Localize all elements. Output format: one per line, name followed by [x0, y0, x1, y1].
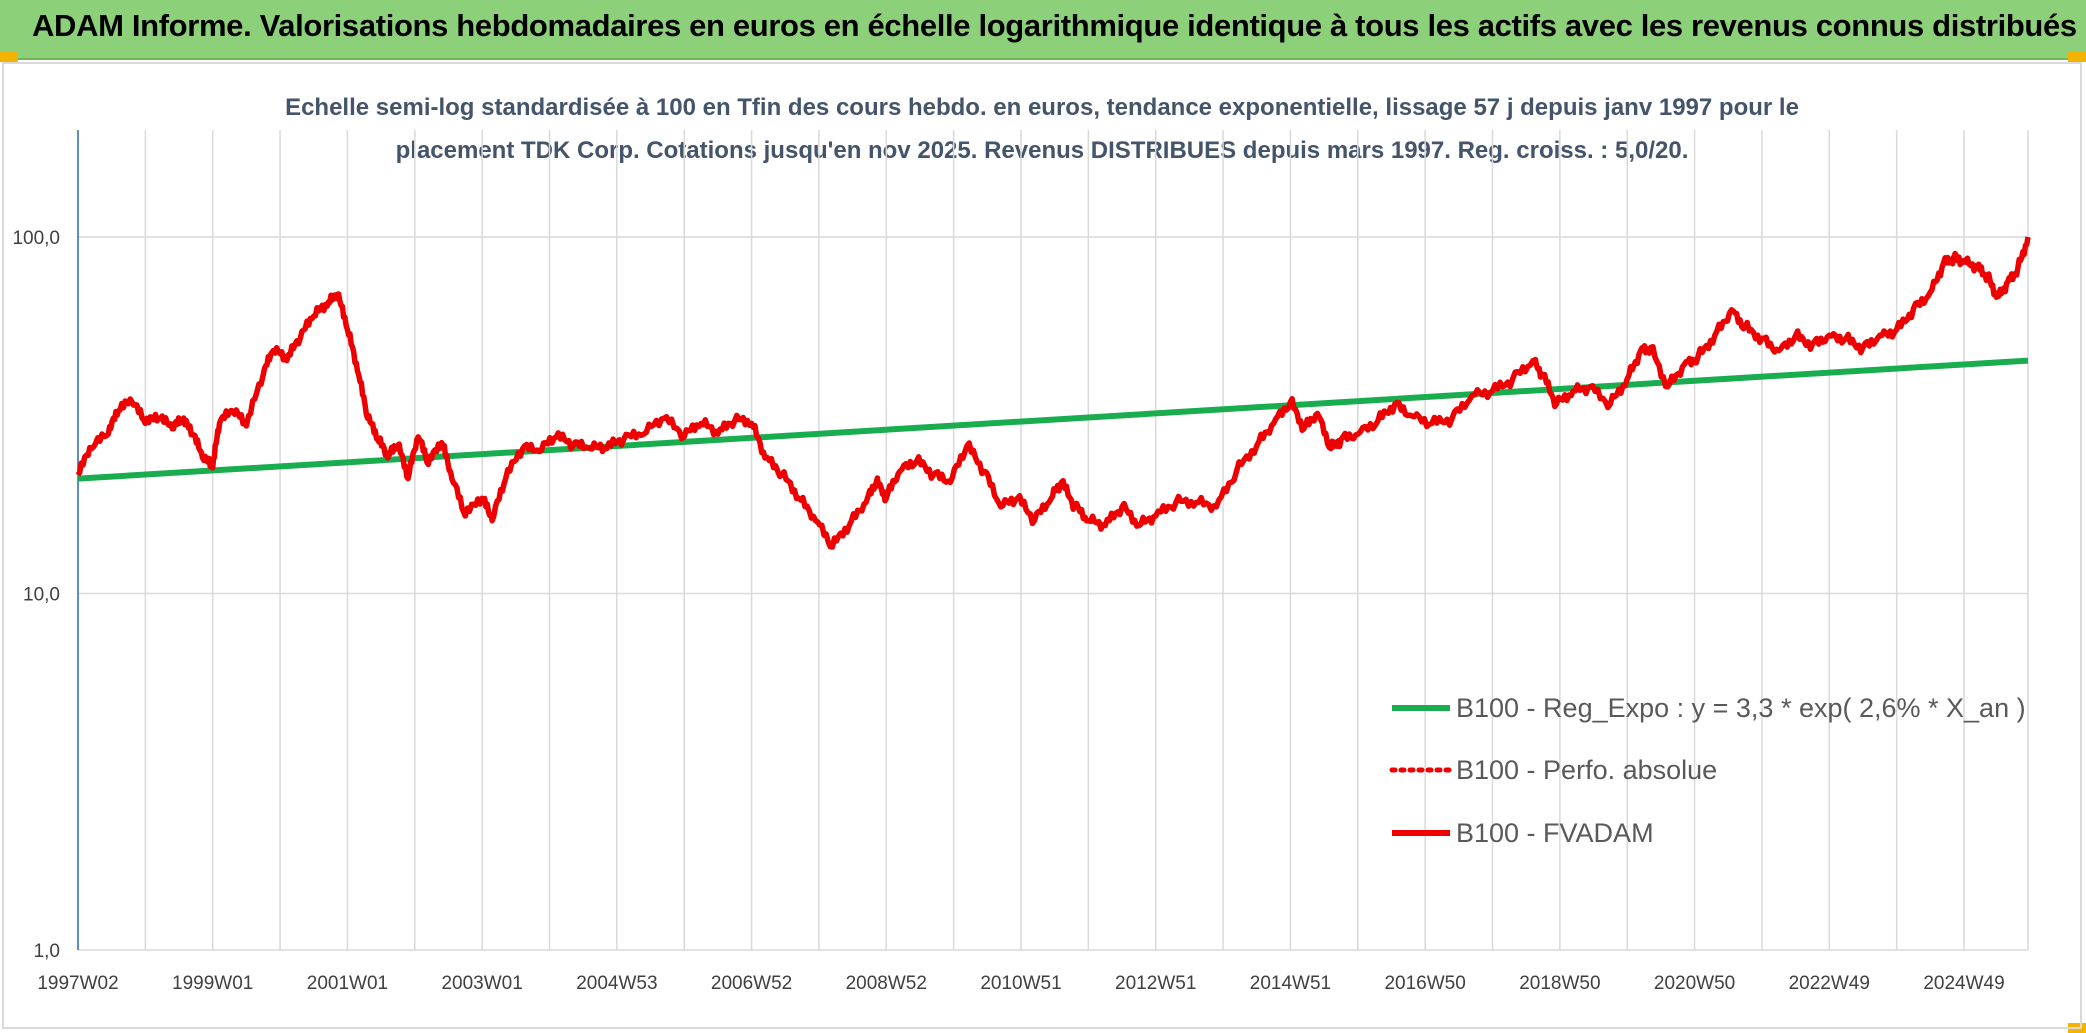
- x-tick-label: 2016W50: [1384, 973, 1465, 994]
- x-tick-label: 2004W53: [576, 973, 657, 994]
- legend-label: B100 - FVADAM: [1456, 818, 1654, 848]
- chart-subtitle: Echelle semi-log standardisée à 100 en T…: [285, 94, 1799, 164]
- series-layer: [75, 236, 2031, 550]
- grid: [77, 130, 2029, 951]
- legend-label: B100 - Reg_Expo : y = 3,3 * exp( 2,6% * …: [1456, 693, 2026, 723]
- x-tick-label: 1997W02: [37, 973, 118, 994]
- series-line-fvadam: [75, 236, 2031, 550]
- header-bar: ADAM Informe. Valorisations hebdomadaire…: [0, 0, 2086, 60]
- x-tick-label: 2001W01: [307, 973, 388, 994]
- x-tick-label: 2022W49: [1789, 973, 1870, 994]
- corner-marker-left: [0, 52, 18, 62]
- x-tick-label: 2020W50: [1654, 973, 1735, 994]
- chart-frame: [2, 62, 2082, 1029]
- x-axis-ticks: 1997W02 1999W01 2001W01 2003W01 2004W53 2006W…: [37, 973, 2004, 994]
- legend: B100 - Reg_Expo : y = 3,3 * exp( 2,6% * …: [1389, 693, 2026, 848]
- y-tick-label: 10,0: [23, 585, 60, 606]
- y-axis-ticks: 1,0 10,0 100,0: [12, 228, 60, 962]
- x-tick-label: 2003W01: [441, 973, 522, 994]
- x-tick-label: 2012W51: [1115, 973, 1196, 994]
- x-tick-label: 2010W51: [980, 973, 1061, 994]
- x-tick-label: 2006W52: [711, 973, 792, 994]
- corner-marker-right: [2068, 52, 2086, 62]
- x-tick-label: 2008W52: [846, 973, 927, 994]
- x-tick-label: 2014W51: [1250, 973, 1331, 994]
- page-title: ADAM Informe. Valorisations hebdomadaire…: [32, 8, 2077, 43]
- legend-label: B100 - Perfo. absolue: [1456, 755, 1717, 785]
- x-tick-label: 1999W01: [172, 973, 253, 994]
- chart-subtitle-line-2: placement TDK Corp. Cotations jusqu'en n…: [396, 137, 1689, 164]
- x-tick-label: 2018W50: [1519, 973, 1600, 994]
- chart-subtitle-line-1: Echelle semi-log standardisée à 100 en T…: [285, 94, 1799, 121]
- y-tick-label: 100,0: [12, 228, 60, 249]
- x-tick-label: 2024W49: [1923, 973, 2004, 994]
- y-tick-label: 1,0: [34, 941, 60, 962]
